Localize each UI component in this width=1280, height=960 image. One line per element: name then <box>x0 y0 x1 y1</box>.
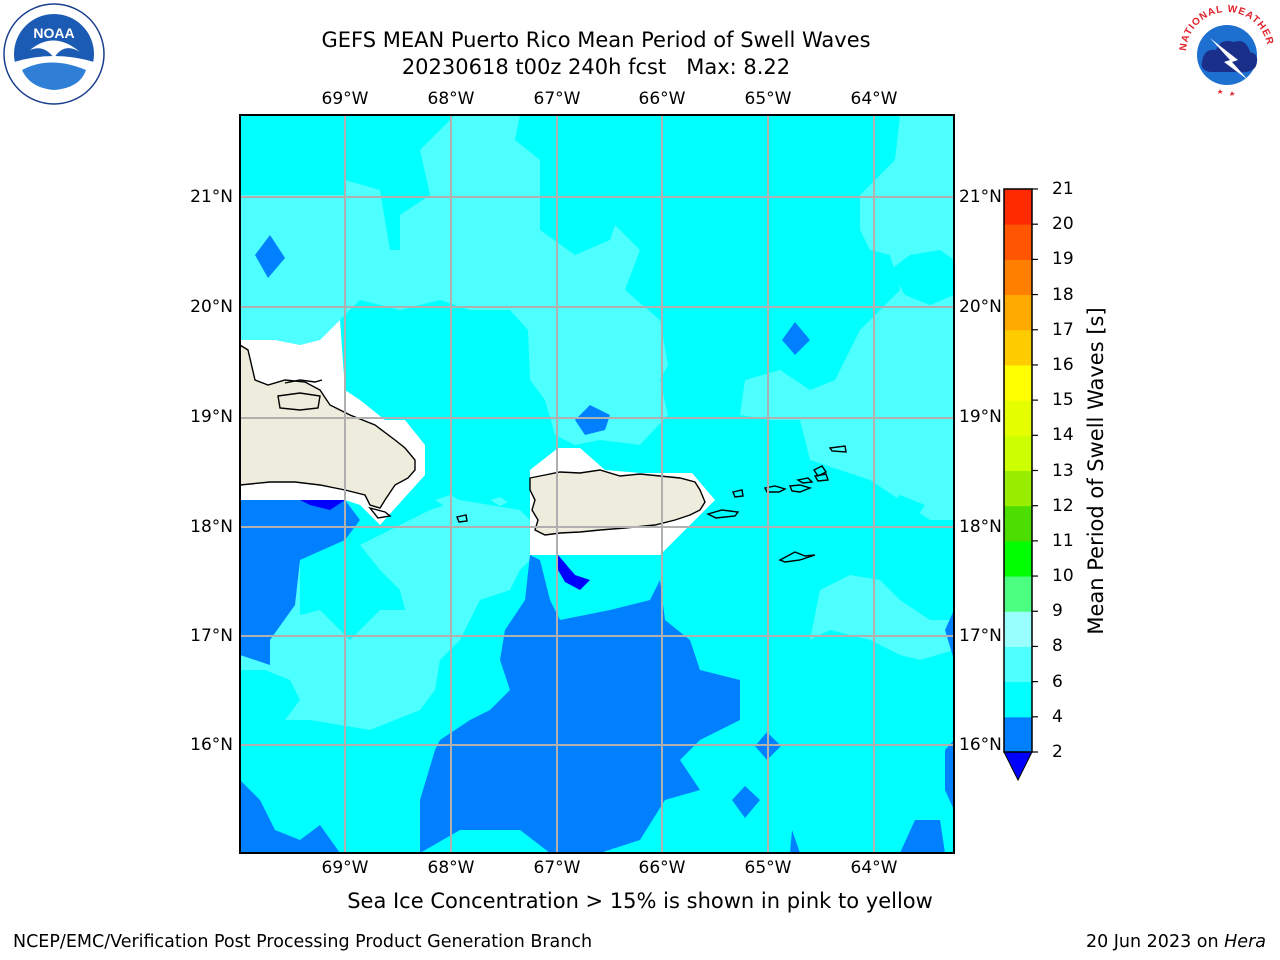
lon-label-bottom: 65°W <box>744 858 792 878</box>
lon-label-bottom: 66°W <box>638 858 686 878</box>
lon-label-bottom: 69°W <box>321 858 369 878</box>
footer-date-text: 20 Jun 2023 on <box>1085 932 1225 952</box>
colorbar-segment <box>1004 470 1032 507</box>
colorbar-tick-label: 2 <box>1052 742 1063 762</box>
noaa-logo-text: NOAA <box>33 25 74 41</box>
colorbar-tick-label: 6 <box>1052 671 1063 692</box>
lon-label-top: 66°W <box>638 89 686 109</box>
colorbar <box>1003 188 1038 782</box>
swell-field-under-2 <box>300 500 590 590</box>
colorbar-tick-label: 13 <box>1052 460 1074 481</box>
lat-label-right: 17°N <box>959 626 1002 646</box>
page-subtitle: 20230618 t00z 240h fcst Max: 8.22 <box>401 55 791 79</box>
lat-label-right: 19°N <box>959 407 1002 427</box>
colorbar-segment <box>1004 540 1032 577</box>
map-field <box>240 115 954 853</box>
nws-logo: NATIONAL WEATHER SERVICE <box>1174 0 1277 103</box>
lat-label-left: 19°N <box>190 407 233 427</box>
lat-label-left: 18°N <box>190 517 233 537</box>
lat-label-right: 16°N <box>959 735 1002 755</box>
lon-label-top: 69°W <box>321 89 369 109</box>
colorbar-tick-label: 12 <box>1052 495 1074 516</box>
colorbar-tick-label: 14 <box>1052 425 1074 446</box>
colorbar-segment <box>1004 435 1032 471</box>
lat-label-left: 20°N <box>190 297 233 317</box>
colorbar-segment <box>1004 224 1032 260</box>
lon-label-top: 65°W <box>744 89 792 109</box>
footer-date: 20 Jun 2023 on Hera <box>1086 932 1266 952</box>
colorbar-tick-label: 4 <box>1052 706 1063 727</box>
lon-label-bottom: 67°W <box>533 858 581 878</box>
colorbar-extend-arrow <box>1003 751 1033 782</box>
lat-label-left: 21°N <box>190 187 233 207</box>
graticule <box>240 115 954 853</box>
lat-label-right: 21°N <box>959 187 1002 207</box>
lat-label-left: 16°N <box>190 735 233 755</box>
colorbar-segment <box>1004 189 1032 225</box>
colorbar-segment <box>1004 646 1032 683</box>
colorbar-tick-label: 15 <box>1052 390 1074 411</box>
colorbar-segment <box>1004 294 1032 331</box>
sea-ice-note: Sea Ice Concentration > 15% is shown in … <box>347 889 933 913</box>
lon-label-bottom: 68°W <box>427 858 475 878</box>
colorbar-tick-label: 19 <box>1052 249 1074 270</box>
lat-label-right: 20°N <box>959 297 1002 317</box>
colorbar-tick-label: 9 <box>1052 601 1063 622</box>
colorbar-tick-label: 21 <box>1052 179 1074 199</box>
colorbar-tick-label: 16 <box>1052 354 1074 375</box>
colorbar-segment <box>1004 259 1032 296</box>
footer-host: Hera <box>1224 932 1266 952</box>
map-frame <box>239 114 955 854</box>
lon-label-top: 64°W <box>850 89 898 109</box>
footer-credit: NCEP/EMC/Verification Post Processing Pr… <box>13 932 593 952</box>
swell-field-4-6-patches <box>885 250 954 525</box>
colorbar-segment <box>1004 505 1032 542</box>
colorbar-segment <box>1004 716 1032 753</box>
colorbar-tick-label: 11 <box>1052 530 1074 551</box>
colorbar-tick-label: 20 <box>1052 214 1074 235</box>
lon-label-top: 67°W <box>533 89 581 109</box>
lon-label-top: 68°W <box>427 89 475 109</box>
noaa-logo: NOAA <box>3 3 105 105</box>
page-title: GEFS MEAN Puerto Rico Mean Period of Swe… <box>321 28 871 52</box>
colorbar-segment <box>1004 681 1032 718</box>
colorbar-tick-label: 18 <box>1052 284 1074 305</box>
colorbar-tick-label: 10 <box>1052 566 1074 587</box>
colorbar-tick-label: 8 <box>1052 636 1063 657</box>
swell-field-2-4 <box>240 235 954 853</box>
colorbar-title: Mean Period of Swell Waves [s] <box>1084 307 1108 635</box>
colorbar-tick-label: 17 <box>1052 319 1074 340</box>
colorbar-segment <box>1004 611 1032 647</box>
colorbar-segment <box>1004 364 1032 401</box>
lat-label-left: 17°N <box>190 626 233 646</box>
colorbar-segment <box>1004 329 1032 366</box>
colorbar-segment <box>1004 400 1032 436</box>
colorbar-segment <box>1004 576 1032 612</box>
lat-label-right: 18°N <box>959 517 1002 537</box>
lon-label-bottom: 64°W <box>850 858 898 878</box>
